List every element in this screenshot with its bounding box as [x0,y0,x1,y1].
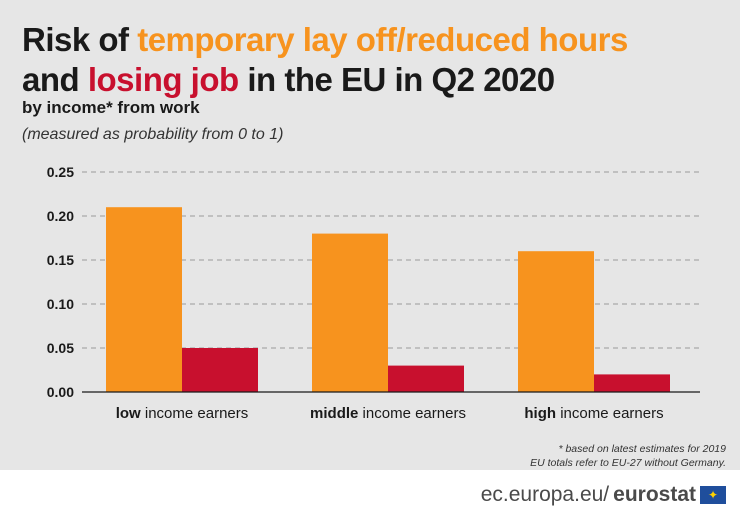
y-tick-label: 0.25 [47,164,74,180]
chart-subtitle: by income* from work [22,98,200,117]
y-tick-label: 0.10 [47,296,74,312]
chart-title: Risk of temporary lay off/reduced hours … [22,20,628,100]
y-tick-label: 0.05 [47,340,74,356]
x-tick-label: low income earners [116,405,249,422]
title-line-2: and losing job in the EU in Q2 2020 [22,60,628,100]
bar-chart: 0.00 0.05 0.10 0.15 0.20 0.25 low income earne… [47,164,700,422]
footnote-line-2: EU totals refer to EU-27 without Germany… [530,457,726,469]
footnote-line-1: * based on latest estimates for 2019 [558,443,726,455]
title-line2-highlight: losing job [87,61,239,98]
bar [182,348,258,392]
title-line2-suffix: in the EU in Q2 2020 [238,61,555,98]
footer-source: ec.europa.eu/eurostat ✦ [481,483,726,507]
eu-flag-icon: ✦ [700,486,726,504]
title-line-1: Risk of temporary lay off/reduced hours [22,20,628,60]
bar [518,251,594,392]
footnote: * based on latest estimates for 2019 EU … [530,442,726,470]
title-line1-highlight: temporary lay off/reduced hours [137,21,628,58]
footer-domain: ec.europa.eu/ [480,483,610,506]
y-tick-label: 0.20 [47,208,74,224]
title-line1-prefix: Risk of [22,21,138,58]
bar [388,365,464,392]
footer-brand: eurostat [613,483,696,506]
bar [106,207,182,392]
title-line2-prefix: and [22,61,88,98]
x-tick-label: middle income earners [310,405,466,422]
bar [312,233,388,392]
x-tick-label: high income earners [524,405,663,422]
y-tick-label: 0.00 [47,384,74,400]
y-tick-label: 0.15 [47,252,74,268]
measure-note: (measured as probability from 0 to 1) [22,126,284,143]
bar [594,374,670,392]
